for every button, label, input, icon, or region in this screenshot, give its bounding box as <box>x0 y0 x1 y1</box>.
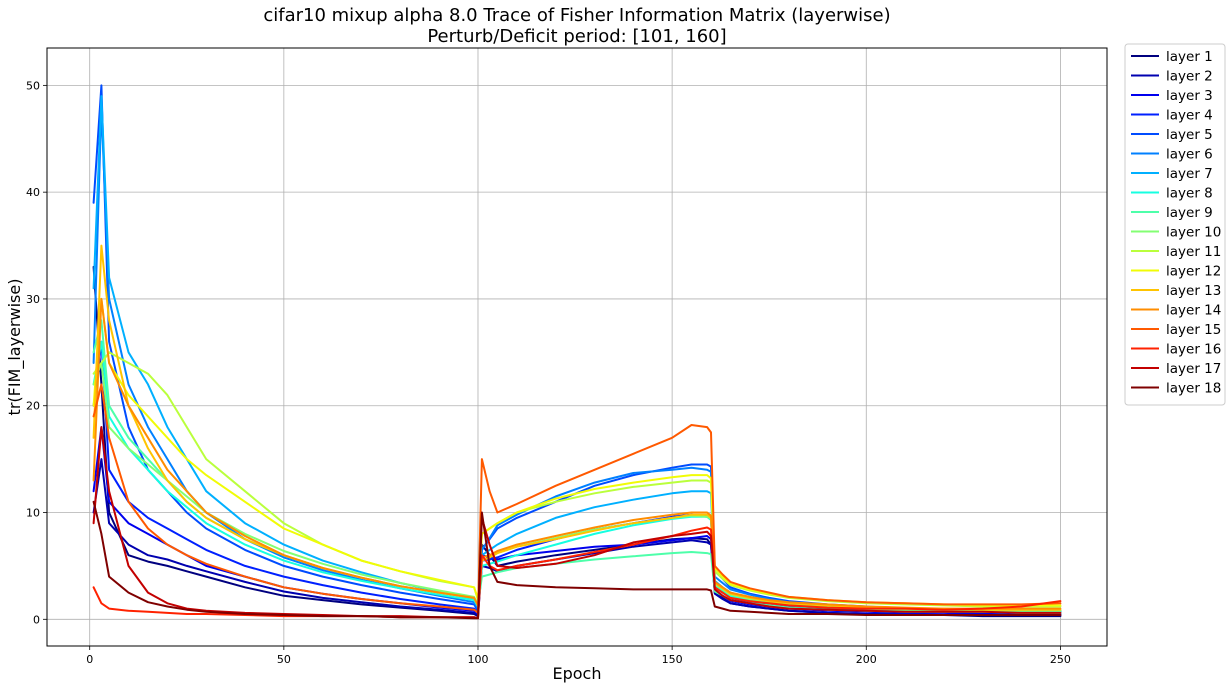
series-line-18 <box>92 500 1062 620</box>
y-tick-label: 10 <box>26 507 40 520</box>
axis-ticks: 0 50 100 150 200 250 0 10 20 30 40 50 <box>26 79 1071 666</box>
legend-label: layer 17 <box>1166 361 1221 377</box>
series-line-16 <box>92 526 1062 620</box>
chart-subtitle: Perturb/Deficit period: [101, 160] <box>427 26 726 47</box>
legend-label: layer 15 <box>1166 322 1221 338</box>
plot-frame <box>46 47 1108 647</box>
legend-label: layer 5 <box>1166 127 1213 143</box>
y-tick-label: 20 <box>26 400 40 413</box>
series-line-13 <box>92 244 1062 611</box>
series-line-4 <box>92 340 1062 614</box>
x-axis-label: Epoch <box>553 664 602 683</box>
y-tick-label: 0 <box>33 613 40 626</box>
legend-label: layer 8 <box>1166 186 1213 202</box>
series-line-15 <box>92 383 1062 614</box>
chart-title: cifar10 mixup alpha 8.0 Trace of Fisher … <box>263 5 890 26</box>
series-line-17 <box>92 426 1062 620</box>
legend-label: layer 9 <box>1166 205 1213 221</box>
series-line-14 <box>92 297 1062 610</box>
legend-label: layer 10 <box>1166 225 1221 241</box>
legend-label: layer 7 <box>1166 166 1213 182</box>
x-tick-label: 50 <box>277 653 291 666</box>
legend-label: layer 12 <box>1166 264 1221 280</box>
x-tick-label: 200 <box>856 653 877 666</box>
legend-label: layer 4 <box>1166 108 1213 124</box>
legend-label: layer 18 <box>1166 381 1221 397</box>
legend-label: layer 13 <box>1166 283 1221 299</box>
legend-label: layer 16 <box>1166 342 1221 358</box>
x-tick-label: 150 <box>662 653 683 666</box>
y-tick-label: 50 <box>26 79 40 92</box>
legend-label: layer 2 <box>1166 69 1213 85</box>
x-tick-label: 250 <box>1050 653 1071 666</box>
legend-label: layer 3 <box>1166 88 1213 104</box>
legend-label: layer 6 <box>1166 147 1213 163</box>
legend: layer 1 layer 2 layer 3 layer 4 layer 5 layer… <box>1124 43 1226 406</box>
y-axis-label: tr(FIM_layerwise) <box>5 279 25 416</box>
legend-label: layer 14 <box>1166 303 1221 319</box>
x-tick-label: 100 <box>467 653 488 666</box>
x-tick-label: 0 <box>86 653 93 666</box>
y-tick-label: 40 <box>26 186 40 199</box>
legend-label: layer 1 <box>1166 49 1213 65</box>
series-lines <box>92 84 1062 620</box>
legend-label: layer 11 <box>1166 244 1221 260</box>
y-tick-label: 30 <box>26 293 40 306</box>
grid <box>47 48 1107 646</box>
